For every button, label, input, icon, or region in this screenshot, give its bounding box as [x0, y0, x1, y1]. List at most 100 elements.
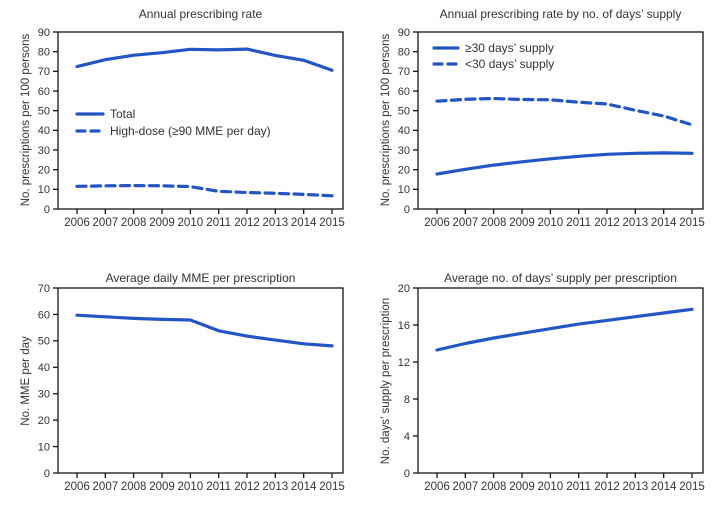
- y-tick-label: 4: [404, 431, 410, 443]
- x-tick-label: 2009: [149, 217, 175, 229]
- x-tick-label: 2014: [651, 217, 677, 229]
- x-tick-label: 2006: [424, 481, 450, 493]
- x-tick-label: 2010: [538, 481, 564, 493]
- chart-annual-prescribing-rate-by-days-supply: Annual prescribing rate by no. of days’ …: [360, 0, 720, 255]
- y-tick-label: 70: [398, 66, 410, 78]
- x-tick-label: 2015: [679, 217, 705, 229]
- y-tick-label: 20: [398, 283, 410, 295]
- y-tick-label: 40: [38, 362, 50, 374]
- x-tick-label: 2010: [178, 217, 204, 229]
- x-tick-label: 2015: [319, 481, 345, 493]
- x-tick-label: 2008: [121, 217, 147, 229]
- x-tick-label: 2014: [291, 481, 317, 493]
- y-tick-label: 10: [38, 441, 50, 453]
- x-tick-label: 2012: [234, 481, 260, 493]
- y-tick-label: 20: [38, 165, 50, 177]
- y-tick-label: 20: [398, 165, 410, 177]
- x-tick-label: 2013: [263, 217, 289, 229]
- x-tick-label: 2008: [481, 481, 507, 493]
- chart-average-days-supply-per-prescription: Average no. of days’ supply per prescrip…: [360, 255, 720, 510]
- plot-frame: [417, 287, 704, 474]
- x-tick-label: 2008: [121, 481, 147, 493]
- x-tick-label: 2006: [424, 217, 450, 229]
- y-tick-label: 60: [38, 86, 50, 98]
- y-tick-label: 0: [44, 468, 50, 480]
- y-tick-label: 10: [38, 184, 50, 196]
- y-tick-label: 40: [38, 125, 50, 137]
- data-line-solid: [435, 151, 694, 176]
- data-line-solid: [435, 307, 694, 352]
- x-tick-label: 2010: [538, 217, 564, 229]
- chart-title: Annual prescribing rate by no. of days’ …: [439, 7, 682, 21]
- x-tick-label: 2007: [93, 217, 119, 229]
- plot-frame: [57, 31, 344, 210]
- data-line-solid: [75, 313, 334, 348]
- y-tick-label: 0: [404, 468, 410, 480]
- x-tick-label: 2009: [509, 217, 535, 229]
- plot-area: 0 10 20 30 40 50 60 70 80 90 2006 2007 2008 2009 2010 2…: [398, 27, 705, 229]
- y-tick-label: 20: [38, 415, 50, 427]
- y-tick-label: 60: [38, 309, 50, 321]
- data-line-solid: [75, 47, 334, 72]
- x-tick-label: 2013: [623, 481, 649, 493]
- chart-title: Average daily MME per prescription: [105, 271, 296, 285]
- y-tick-label: 50: [398, 106, 410, 118]
- y-tick-label: 30: [398, 145, 410, 157]
- y-tick-label: 10: [398, 184, 410, 196]
- y-tick-label: 50: [38, 336, 50, 348]
- x-tick-label: 2010: [178, 481, 204, 493]
- chart-average-daily-mme-per-prescription: Average daily MME per prescription No. M…: [0, 255, 360, 510]
- y-tick-label: 60: [398, 86, 410, 98]
- x-tick-label: 2009: [509, 481, 535, 493]
- y-tick-label: 30: [38, 145, 50, 157]
- chart-title: Annual prescribing rate: [138, 7, 263, 21]
- x-tick-label: 2011: [566, 481, 591, 493]
- legend-label: ≥30 days’ supply: [465, 41, 554, 55]
- x-tick-label: 2012: [234, 217, 260, 229]
- y-tick-label: 0: [404, 204, 410, 216]
- x-tick-label: 2007: [453, 481, 479, 493]
- y-tick-label: 80: [398, 47, 410, 59]
- y-tick-label: 90: [38, 27, 50, 39]
- x-tick-label: 2007: [93, 481, 119, 493]
- x-tick-label: 2012: [594, 481, 620, 493]
- x-tick-label: 2013: [623, 217, 649, 229]
- legend: Total High-dose (≥90 MME per day): [75, 107, 271, 138]
- legend-label: <30 days’ supply: [465, 57, 554, 71]
- x-tick-label: 2007: [453, 217, 479, 229]
- plot-frame: [57, 287, 344, 474]
- y-tick-label: 50: [38, 106, 50, 118]
- x-tick-label: 2013: [263, 481, 289, 493]
- legend-label: High-dose (≥90 MME per day): [110, 124, 271, 138]
- x-tick-label: 2015: [319, 217, 345, 229]
- x-tick-label: 2014: [291, 217, 317, 229]
- chart-annual-prescribing-rate: Annual prescribing rate No. prescription…: [0, 0, 360, 255]
- x-tick-label: 2009: [149, 481, 175, 493]
- y-tick-label: 30: [38, 389, 50, 401]
- x-tick-label: 2012: [594, 217, 620, 229]
- y-tick-label: 90: [398, 27, 410, 39]
- y-tick-label: 40: [398, 125, 410, 137]
- y-tick-label: 70: [38, 283, 50, 295]
- y-tick-label: 0: [44, 204, 50, 216]
- legend: ≥30 days’ supply <30 days’ supply: [432, 41, 554, 71]
- y-tick-label: 70: [38, 66, 50, 78]
- x-tick-label: 2008: [481, 217, 507, 229]
- x-tick-label: 2011: [206, 481, 231, 493]
- chart-title: Average no. of days’ supply per prescrip…: [444, 271, 677, 285]
- x-tick-label: 2006: [64, 481, 90, 493]
- y-tick-label: 80: [38, 47, 50, 59]
- data-line-dashed: [75, 184, 334, 198]
- y-tick-label: 16: [398, 320, 410, 332]
- data-line-dashed: [435, 96, 694, 127]
- x-tick-label: 2011: [206, 217, 231, 229]
- x-tick-label: 2014: [651, 481, 677, 493]
- plot-frame: [417, 31, 704, 210]
- x-tick-label: 2015: [679, 481, 705, 493]
- y-tick-label: 12: [398, 357, 410, 369]
- y-tick-label: 8: [404, 394, 410, 406]
